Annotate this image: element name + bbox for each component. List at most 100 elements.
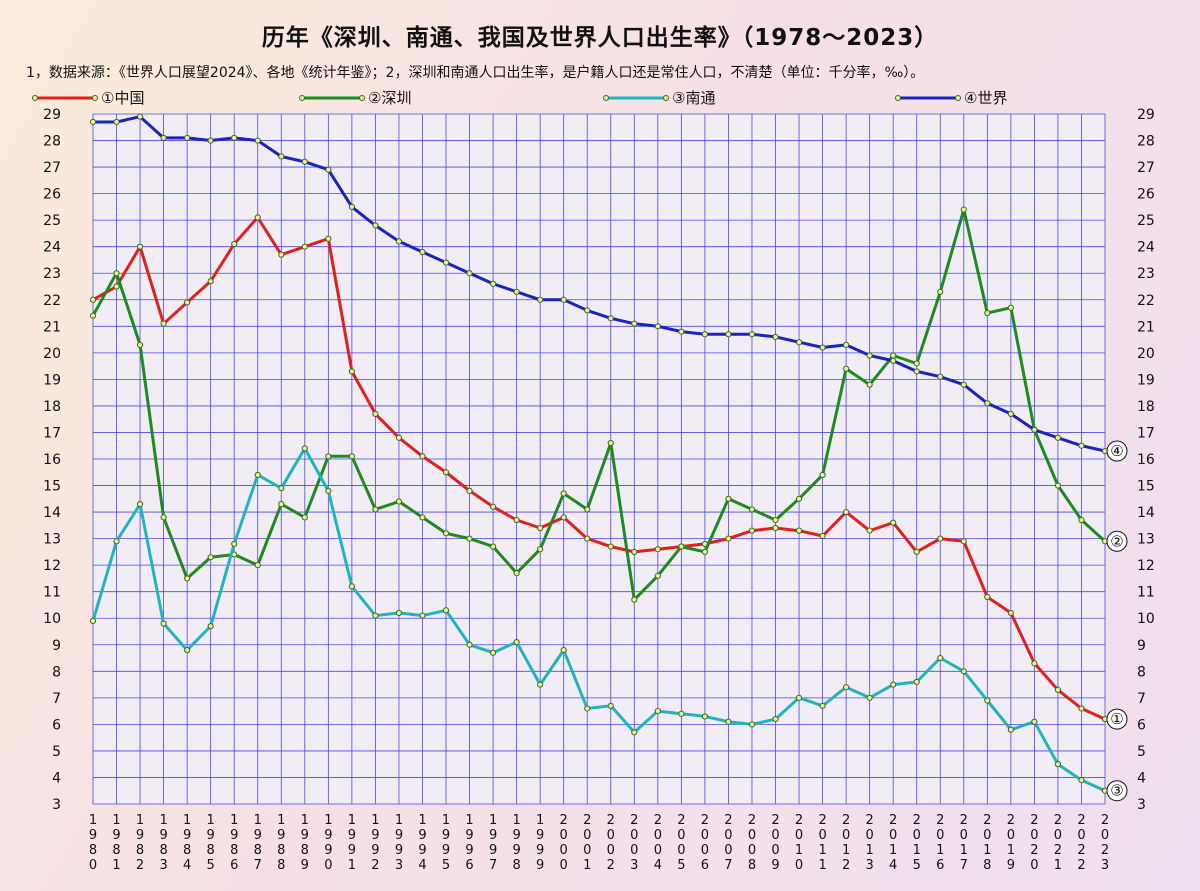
data-point [725, 495, 732, 502]
end-label: ② [1110, 532, 1123, 550]
data-point [419, 612, 426, 619]
data-point [513, 639, 520, 646]
data-point [136, 501, 144, 508]
data-point [984, 309, 991, 317]
data-point [207, 623, 214, 630]
data-point [560, 296, 567, 303]
data-point [748, 506, 756, 513]
data-point [584, 535, 591, 542]
data-point [136, 243, 144, 250]
data-point [278, 153, 285, 160]
data-point [136, 113, 144, 120]
data-point [795, 339, 803, 346]
data-point [701, 548, 709, 555]
data-point [607, 315, 614, 322]
data-point [89, 118, 97, 126]
data-point [442, 607, 450, 614]
end-label: ① [1110, 710, 1123, 728]
data-point [748, 331, 756, 338]
y-tick-label-left: 10 [43, 611, 61, 627]
y-tick-label-right: 17 [1137, 425, 1155, 441]
data-point [254, 214, 261, 221]
data-point [1078, 705, 1085, 712]
data-point [1078, 442, 1085, 449]
y-tick-label-right: 4 [1137, 770, 1146, 786]
data-point [984, 593, 991, 601]
legend-label: ②深圳 [368, 89, 411, 107]
data-point [725, 331, 732, 338]
end-label: ④ [1110, 442, 1123, 460]
chart-subtitle: 1，数据来源：《世界人口展望2024》、各地《统计年鉴》；2，深圳和南通人口出生… [26, 65, 925, 81]
y-tick-label-right: 5 [1137, 744, 1146, 760]
data-point [136, 341, 144, 348]
legend-marker [895, 95, 901, 101]
data-point [442, 530, 450, 537]
y-tick-label-left: 12 [43, 558, 61, 574]
y-tick-label-left: 15 [43, 479, 61, 495]
legend: ①中国 ②深圳 ③南通 ④世界 [32, 89, 1007, 107]
data-point [325, 166, 332, 173]
y-tick-label-right: 11 [1137, 585, 1155, 601]
y-tick-label-left: 11 [43, 585, 61, 601]
series-line [91, 208, 1107, 602]
data-point [513, 516, 520, 524]
data-point [301, 445, 308, 452]
data-point [913, 368, 920, 375]
y-tick-label-left: 26 [43, 187, 61, 203]
data-point [254, 471, 261, 479]
y-tick-label-left: 16 [43, 452, 61, 468]
data-point [395, 238, 403, 245]
data-point [937, 535, 944, 542]
data-point [1007, 609, 1014, 617]
data-point [489, 543, 497, 550]
data-point [843, 684, 850, 691]
data-point [395, 498, 403, 505]
y-tick-label-left: 27 [43, 160, 61, 176]
data-point [654, 323, 661, 330]
data-point [795, 527, 803, 534]
legend-marker [299, 95, 305, 101]
y-tick-label-left: 24 [43, 240, 61, 256]
y-tick-label-right: 8 [1137, 664, 1146, 680]
data-point [701, 713, 709, 720]
y-tick-label-left: 20 [43, 346, 61, 362]
data-point [466, 270, 473, 277]
data-point [537, 296, 544, 303]
data-point [584, 506, 591, 513]
data-point [89, 312, 97, 319]
y-tick-label-right: 23 [1137, 266, 1155, 282]
data-point [184, 299, 191, 306]
axes: 3 3 4 4 5 5 6 6 7 7 8 8 9 9 10 10 11 11 12 12 13 13 14 14 15 15 16… [43, 107, 1155, 873]
data-point [160, 620, 167, 627]
data-point [372, 410, 379, 417]
data-point [301, 158, 308, 165]
data-point [607, 702, 614, 709]
data-point [537, 681, 544, 688]
data-point [631, 320, 638, 327]
data-point [1007, 410, 1014, 417]
data-point [1078, 777, 1085, 784]
chart-title: 历年《深圳、南通、我国及世界人口出生率》（1978～2023） [261, 25, 939, 51]
y-tick-label-right: 10 [1137, 611, 1155, 627]
